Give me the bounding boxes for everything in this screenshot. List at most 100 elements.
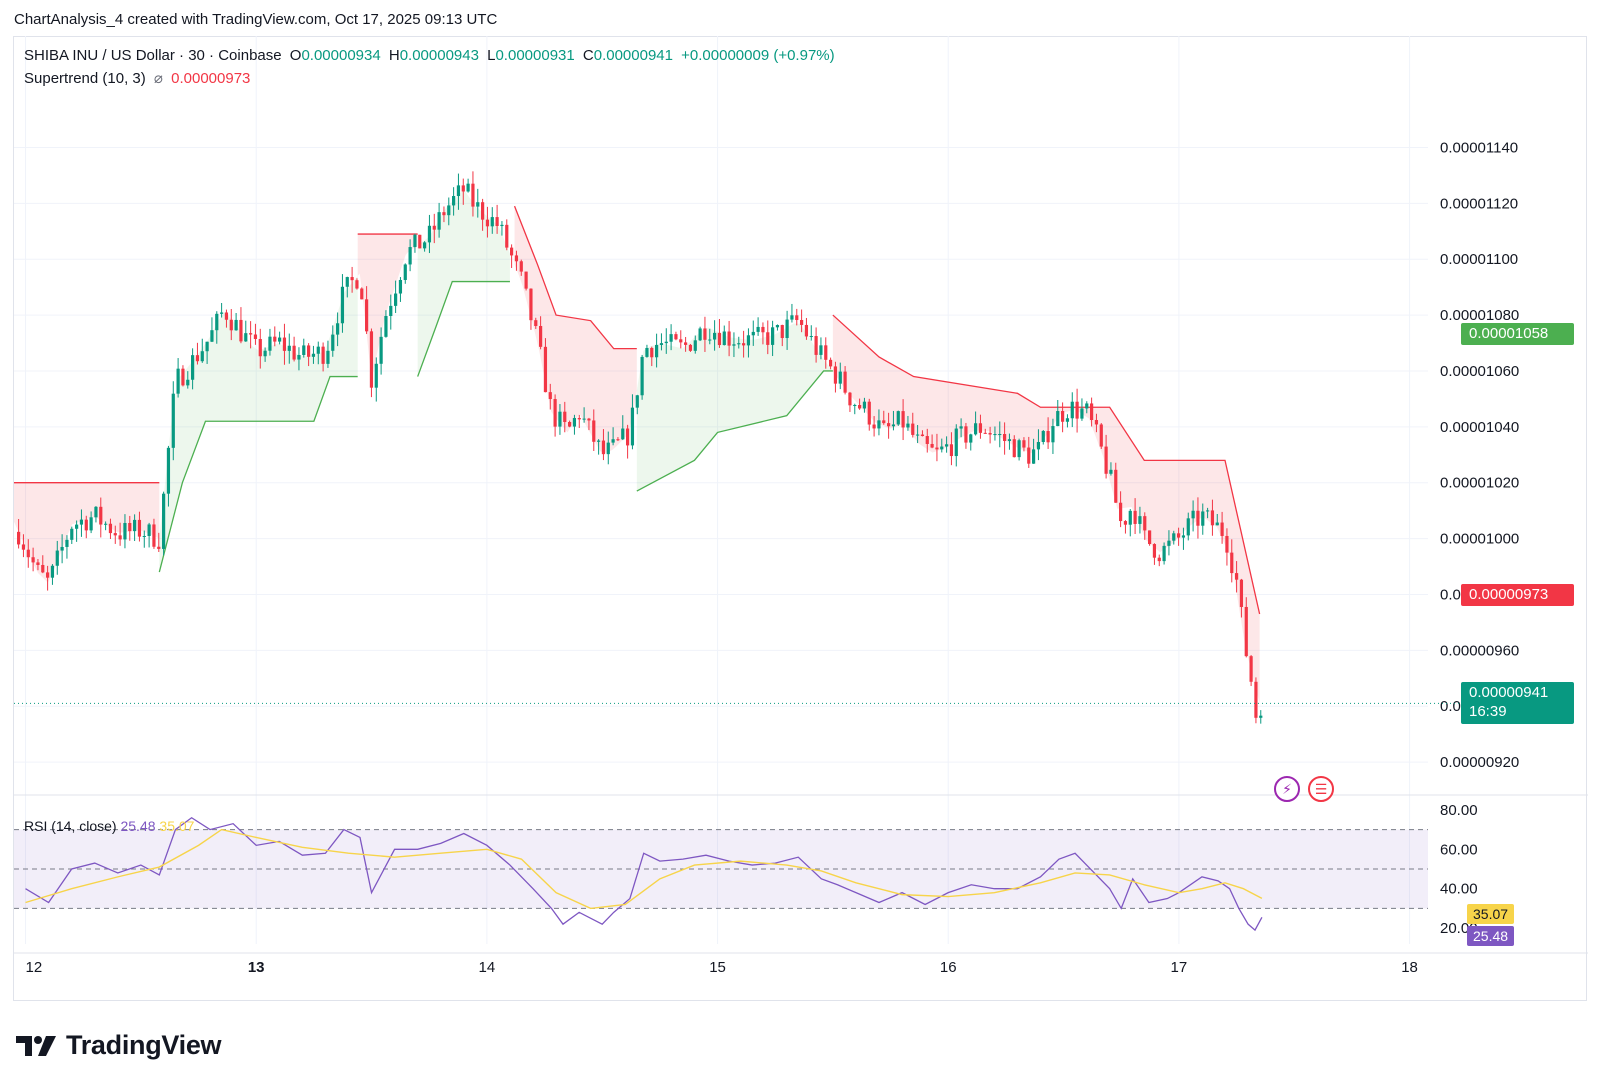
candle-body [843,371,847,393]
candle-body [442,212,446,216]
time-axis-label: 17 [1171,959,1188,976]
candle-body [867,401,871,425]
candle-body [988,432,992,435]
candle-body [775,325,780,328]
candle-body [113,533,117,536]
supertrend-legend[interactable]: Supertrend (10, 3) ⌀ 0.00000973 [24,69,254,87]
price-axis-label: 0.00001060 [1440,363,1519,380]
candle-body [1056,411,1060,427]
candle-body [945,444,949,447]
green-level-tag: 0.00001058 [1461,323,1574,345]
candle-body [848,392,852,406]
candle-body [829,359,833,367]
candle-body [693,340,697,351]
candle-body [983,432,987,434]
candle-body [336,323,340,335]
chart-frame [13,36,1587,1001]
candle-body [461,185,465,192]
tradingview-logo[interactable]: TradingView [16,1030,222,1061]
low-label: L [487,47,496,64]
us-flag-icon[interactable]: ☰ [1308,776,1334,802]
candle-body [529,288,533,321]
candle-body [819,345,823,355]
candle-body [655,344,659,358]
candle-body [674,334,678,340]
candle-body [568,422,572,427]
candle-body [1090,403,1094,420]
candle-body [224,312,229,320]
candle-body [1065,418,1070,422]
candle-body [1017,440,1021,458]
price-axis-label: 0.00001040 [1440,419,1519,436]
candle-body [437,212,441,230]
supertrend-label: Supertrend (10, 3) [24,70,146,87]
lightning-icon[interactable]: ⚡ [1274,776,1300,802]
candle-body [79,519,84,525]
symbol-legend[interactable]: SHIBA INU / US Dollar · 30 · Coinbase O0… [24,47,839,64]
close-value: 0.00000941 [593,47,673,64]
candle-body [452,196,456,206]
candle-body [229,319,233,331]
price-axis-label: 0.00001100 [1440,251,1518,268]
candle-body [708,339,712,341]
candle-body [403,264,407,280]
price-axis-label: 0.00001080 [1440,307,1519,324]
candle-body [485,219,490,227]
bar-countdown: 16:39 [1469,703,1507,720]
candle-body [142,535,146,537]
candle-body [717,332,722,346]
candle-body [394,293,398,306]
supertrend-line [636,370,833,492]
time-axis-label: 12 [26,959,43,976]
brand-name: TradingView [66,1030,222,1060]
candle-body [360,288,364,300]
candle-body [1123,521,1128,525]
rsi-series-line [25,828,1263,910]
candle-body [809,336,813,338]
candle-body [911,423,915,435]
candle-body [572,417,577,427]
candle-body [722,331,726,346]
candle-body [746,335,751,346]
candle-body [1027,447,1031,464]
candle-body [1215,522,1219,526]
candle-body [998,434,1002,436]
candle-body [597,440,601,442]
supertrend-fill [159,275,358,573]
high-label: H [388,47,400,64]
candle-body [282,337,287,351]
candle-body [500,224,504,227]
open-label: O [289,47,302,64]
candle-body [935,447,939,450]
candle-body [84,519,88,531]
candle-body [1176,533,1181,538]
candle-body [1162,545,1166,562]
candle-body [891,424,896,427]
candle-body [418,234,422,249]
rsi-legend[interactable]: RSI (14, close) 25.48 35.07 [24,818,194,834]
candle-body [423,242,427,249]
candle-body [785,319,789,339]
candle-body [664,341,668,344]
rsi-tag: 25.48 [1467,926,1515,946]
candle-body [1143,516,1147,531]
candle-body [964,426,968,443]
candle-body [703,328,707,340]
eye-off-icon[interactable]: ⌀ [153,70,163,87]
time-axis-label: 16 [940,959,957,976]
candle-body [1046,431,1050,443]
candle-body [524,271,528,289]
candle-body [1070,401,1074,419]
chart-caption: ChartAnalysis_4 created with TradingView… [14,11,498,28]
candle-body [413,234,417,248]
candle-body [234,319,238,331]
candle-body [519,261,523,272]
low-value: 0.00000931 [495,47,575,64]
candle-body [853,404,857,406]
candle-body [321,346,325,364]
candle-body [1254,681,1258,718]
candle-body [877,420,881,429]
candle-body [896,411,900,425]
candle-body [563,411,567,423]
